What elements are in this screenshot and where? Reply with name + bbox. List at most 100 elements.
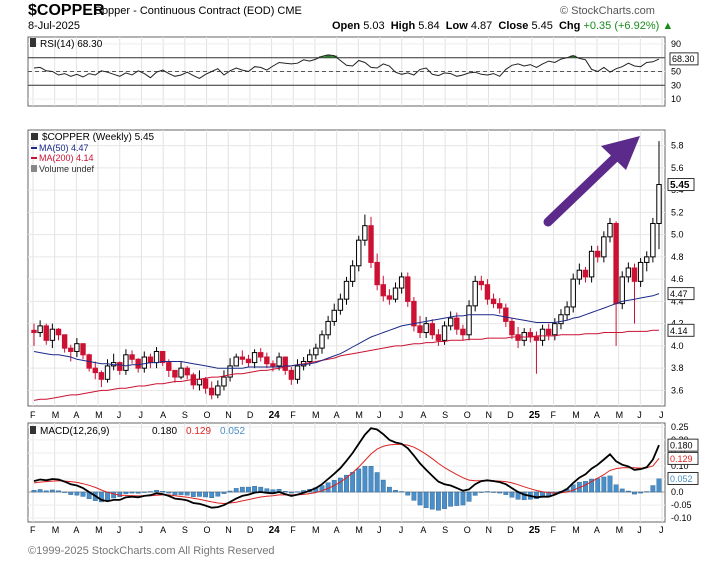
macd-histogram-bar: [350, 472, 356, 493]
rsi-overbought-fill: [318, 56, 325, 58]
macd-panel: 0.250.200.150.100.050.0-0.05-0.10MACD(12…: [28, 422, 699, 523]
rsi-legend-swatch: [30, 38, 36, 47]
macd-legend-swatch: [30, 426, 36, 434]
high-value: 5.84: [418, 20, 440, 32]
candle-body: [202, 378, 209, 389]
candle-body: [61, 334, 68, 349]
candle-body: [521, 332, 527, 341]
rsi-y-tick-label: 30: [671, 80, 681, 90]
candle-body: [264, 356, 270, 365]
candle-body: [172, 369, 178, 378]
candle-body: [153, 350, 160, 364]
brand-watermark[interactable]: © StockCharts.com: [560, 5, 655, 17]
candle-body: [429, 323, 435, 336]
macd-histogram-bar: [491, 491, 496, 493]
price-y-tick-label: 5.8: [671, 141, 684, 151]
candle-body: [135, 358, 141, 369]
macd-histogram-bar: [423, 491, 429, 508]
macd-histogram-bar: [595, 478, 601, 493]
macd-histogram-bar: [589, 478, 594, 493]
x-tick-label: A: [160, 410, 166, 420]
x-tick-label: A: [420, 410, 426, 420]
macd-histogram-bar: [380, 479, 386, 493]
macd-histogram-bar: [417, 491, 423, 506]
candle-body: [368, 225, 374, 263]
price-panel: 5.85.65.45.25.04.84.64.44.24.03.83.6$COP…: [31, 132, 695, 401]
candle-body: [601, 236, 607, 258]
macd-histogram-bar: [178, 491, 184, 496]
price-y-tick-label: 5.0: [671, 230, 684, 240]
candle-body: [447, 317, 454, 327]
macd-histogram-bar: [203, 491, 208, 498]
candle-body: [472, 280, 478, 307]
candle-body: [576, 269, 583, 280]
candle-body: [558, 314, 564, 325]
overlay: [543, 136, 640, 227]
candle-body: [325, 320, 331, 336]
candle-body: [270, 363, 276, 367]
candle-body: [552, 323, 558, 336]
macd-last-box: [667, 451, 699, 465]
rsi-title: RSI(14) 68.30: [40, 39, 103, 50]
volume-legend-swatch: [31, 165, 37, 172]
candle-body: [570, 278, 576, 308]
macd-y-tick-label: -0.05: [671, 500, 692, 510]
macd-y-tick-label: 0.10: [671, 461, 689, 471]
macd-histogram-bar: [215, 491, 221, 497]
x-tick-label: D: [247, 410, 254, 420]
macd-histogram-bar: [374, 472, 380, 493]
x-tick-label-macd: M: [95, 525, 103, 535]
candle-body: [441, 325, 448, 341]
symbol-description: Copper - Continuous Contract (EOD) CME: [94, 5, 302, 17]
ma50-legend: MA(50) 4.47: [39, 143, 89, 153]
candle-legend-icon: [31, 133, 38, 140]
x-tick-label: N: [485, 410, 492, 420]
macd-histogram-bar: [74, 491, 80, 496]
x-tick-label: J: [117, 410, 122, 420]
macd-histogram-bar: [472, 491, 478, 496]
macd-histogram-bar: [56, 490, 61, 493]
x-tick-label: O: [464, 410, 471, 420]
candle-body: [656, 184, 662, 224]
x-tick-label-macd: D: [247, 525, 254, 535]
macd-histogram-bar: [190, 491, 196, 497]
x-tick-label-macd: S: [442, 525, 448, 535]
candle-body: [288, 369, 295, 380]
x-tick-label: J: [377, 410, 382, 420]
macd-last-value: 0.052: [670, 474, 693, 484]
macd-histogram-bar: [282, 491, 288, 493]
rsi-last-value-box: [669, 52, 699, 66]
candle-body: [276, 356, 282, 367]
x-tick-label-macd: A: [594, 525, 600, 535]
candle-body: [411, 300, 417, 327]
price-title: $COPPER (Weekly) 5.45: [42, 132, 155, 143]
macd-histogram-bar: [111, 491, 117, 499]
x-tick-label-macd: N: [225, 525, 232, 535]
candle-body: [484, 284, 491, 300]
macd-histogram-bar: [43, 490, 49, 493]
macd-histogram-bar: [288, 491, 294, 494]
candle-body: [503, 307, 509, 322]
candle-body: [215, 385, 221, 396]
macd-histogram-bar: [148, 491, 153, 493]
candle-body: [392, 287, 399, 300]
ma50-last-value: 4.47: [670, 289, 688, 299]
x-tick-label-macd: N: [485, 525, 492, 535]
candle-body: [625, 267, 632, 278]
macd-histogram-bar: [405, 491, 411, 496]
x-tick-label-macd: J: [377, 525, 382, 535]
rsi-line: [33, 54, 660, 79]
x-tick-label: O: [204, 410, 211, 420]
rsi-last-value: 68.30: [672, 54, 695, 64]
low-value: 4.87: [470, 20, 493, 32]
macd-histogram-bar: [386, 486, 392, 493]
x-tick-label-macd: F: [30, 525, 36, 535]
candle-body: [637, 261, 644, 282]
candle-body: [533, 336, 540, 341]
macd-histogram-bar: [239, 486, 245, 493]
chart-header: $COPPER Copper - Continuous Contract (EO…: [0, 0, 722, 34]
x-tick-label-macd: M: [312, 525, 320, 535]
candle-body: [251, 352, 258, 364]
macd-histogram-bar: [460, 491, 466, 506]
